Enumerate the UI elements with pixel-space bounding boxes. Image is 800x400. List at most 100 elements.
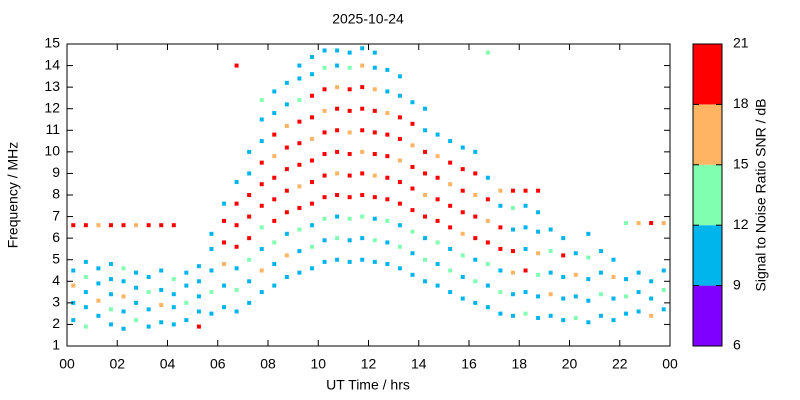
point [485, 218, 490, 223]
point [498, 311, 503, 316]
point [586, 298, 591, 303]
point [297, 98, 302, 103]
point [284, 274, 289, 279]
point [586, 320, 591, 325]
point [309, 223, 314, 228]
point [485, 175, 490, 180]
point [423, 193, 428, 197]
point [410, 229, 415, 234]
point [473, 300, 478, 305]
point [523, 225, 528, 230]
point [360, 236, 365, 241]
point [460, 274, 465, 279]
point [573, 315, 578, 320]
colorbar-band [693, 104, 722, 165]
point [435, 132, 440, 137]
point [234, 244, 239, 249]
point [510, 188, 515, 193]
point [347, 216, 352, 221]
point [523, 268, 528, 273]
x-tick-label: 04 [160, 356, 176, 372]
point [435, 262, 440, 267]
point [322, 216, 327, 221]
point [234, 223, 239, 228]
y-tick-label: 9 [52, 164, 60, 180]
point [284, 253, 289, 258]
point [485, 197, 490, 202]
point [209, 231, 214, 236]
point [96, 298, 101, 303]
point [423, 149, 428, 154]
point [322, 238, 327, 243]
point [247, 279, 252, 284]
point [573, 272, 578, 277]
point [297, 162, 302, 167]
point [297, 184, 302, 189]
point [573, 251, 578, 256]
point [297, 119, 302, 124]
point [360, 128, 365, 133]
point [309, 136, 314, 141]
point [360, 193, 365, 197]
point [297, 249, 302, 254]
colorbar-tick-label: 18 [733, 95, 749, 111]
point [536, 294, 541, 299]
point [259, 246, 264, 251]
point [473, 214, 478, 219]
point [410, 143, 415, 148]
y-tick-label: 12 [44, 99, 60, 115]
point [335, 128, 340, 133]
point [297, 227, 302, 232]
point [284, 145, 289, 150]
point [247, 214, 252, 219]
point [259, 160, 264, 165]
point [347, 152, 352, 157]
point [272, 240, 277, 245]
colorbar-tick-label: 9 [733, 276, 741, 292]
point [385, 89, 390, 94]
point [473, 236, 478, 241]
point [322, 65, 327, 70]
point [586, 231, 591, 236]
point [121, 294, 126, 299]
point [335, 193, 340, 197]
point [448, 290, 453, 295]
point [335, 257, 340, 262]
point [322, 173, 327, 178]
point [636, 309, 641, 314]
point [372, 65, 377, 70]
point [661, 307, 666, 312]
point [108, 223, 113, 228]
point [297, 270, 302, 275]
point [510, 270, 515, 275]
point [435, 283, 440, 288]
point [322, 195, 327, 200]
colorbar-band [693, 164, 722, 226]
x-tick-label: 22 [612, 356, 628, 372]
point [108, 292, 113, 297]
point [146, 290, 151, 295]
point [548, 227, 553, 232]
point [498, 290, 503, 295]
point [649, 279, 654, 284]
point [247, 193, 252, 197]
colorbar-tick-label: 21 [733, 35, 749, 51]
x-tick-label: 02 [109, 356, 125, 372]
point [536, 315, 541, 320]
point [410, 186, 415, 191]
point [322, 259, 327, 264]
point [347, 50, 352, 55]
y-tick-label: 3 [52, 294, 60, 310]
point [284, 231, 289, 236]
point [322, 48, 327, 53]
point [410, 100, 415, 105]
point [372, 50, 377, 55]
point [297, 76, 302, 81]
point [548, 292, 553, 297]
point [423, 171, 428, 176]
y-tick-label: 4 [52, 272, 60, 288]
point [473, 193, 478, 197]
point [159, 268, 164, 273]
